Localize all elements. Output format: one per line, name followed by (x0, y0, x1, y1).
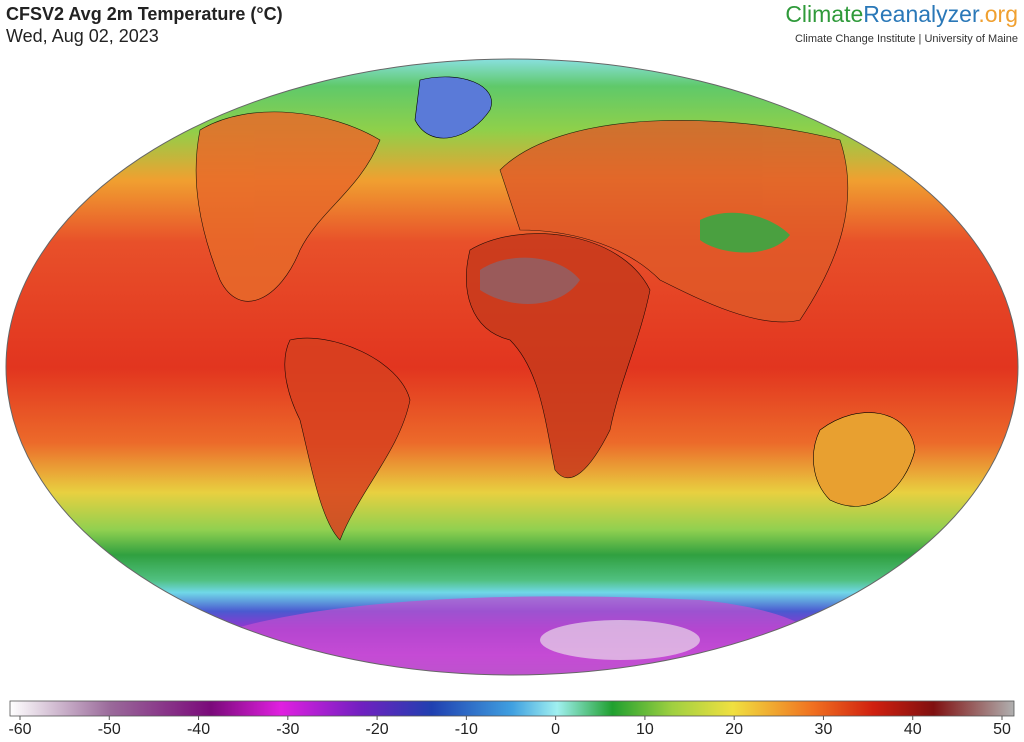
greenland (414, 76, 492, 139)
colorbar-tick-label: 0 (551, 721, 560, 738)
australia (813, 412, 916, 507)
colorbar-tick-label: -20 (366, 721, 389, 738)
brand-subtitle: Climate Change Institute | University of… (795, 33, 1018, 45)
colorbar-tick-label: 30 (815, 721, 833, 738)
colorbar-tick-label: -30 (276, 721, 299, 738)
colorbar-tick-label: -50 (98, 721, 121, 738)
map-date: Wed, Aug 02, 2023 (6, 26, 159, 46)
map (6, 59, 1018, 675)
brand-part: Reanalyzer (863, 1, 980, 27)
colorbar-ramp (9, 700, 1015, 717)
brand-part: Climate (785, 1, 863, 27)
antarctic-plateau (540, 620, 700, 660)
map-outline (5, 58, 1019, 676)
brand: ClimateReanalyzer.org (785, 1, 1018, 27)
colorbar-tick-label: 40 (904, 721, 922, 738)
south-america (284, 337, 411, 541)
map-title: CFSV2 Avg 2m Temperature (°C) (6, 4, 283, 24)
colorbar-tick-label: 50 (993, 721, 1011, 738)
colorbar-tick-label: 10 (636, 721, 654, 738)
colorbar-tick-label: -40 (187, 721, 210, 738)
colorbar: -60 -50 -40 -30 -20 -10 0 10 20 30 40 50 (8, 700, 1015, 738)
eurasia (499, 120, 849, 323)
tibet (700, 212, 790, 253)
sahara (480, 257, 580, 304)
colorbar-tick-label: -10 (455, 721, 478, 738)
brand-part: .org (978, 1, 1018, 27)
colorbar-tick-label: 20 (725, 721, 743, 738)
temperature-field (6, 59, 1018, 675)
colorbar-tick-label: -60 (8, 721, 31, 738)
north-america (195, 111, 381, 302)
